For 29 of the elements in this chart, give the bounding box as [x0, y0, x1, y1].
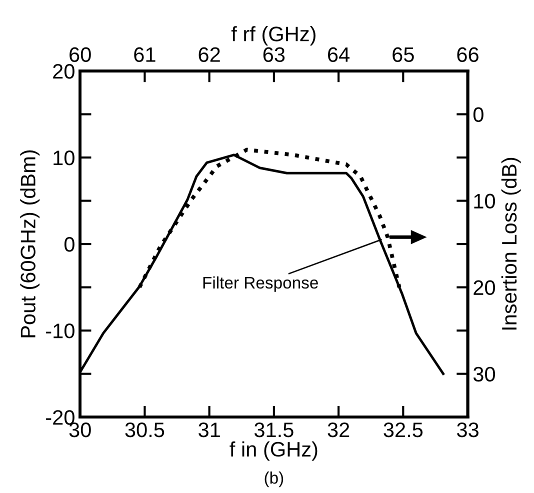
- text: (b): [264, 472, 284, 488]
- y2-tick-label: 10: [474, 194, 496, 209]
- y2-tick-label: 30: [473, 366, 496, 382]
- y-tick-label: 0: [64, 237, 74, 252]
- y2-tick-label: 20: [474, 280, 496, 296]
- x-tick-label: 32: [328, 422, 350, 438]
- y-tick-label: -20: [46, 410, 74, 425]
- x2-tick-label: 61: [134, 47, 156, 62]
- x2-tick-label: 60: [70, 47, 91, 62]
- x2-tick-label: 63: [263, 47, 285, 62]
- y-tick-label: 20: [53, 64, 74, 79]
- y-axis-title: Pout (60GHz) (dBm): [20, 150, 40, 338]
- x-tick-label: 30.5: [125, 422, 164, 438]
- x-tick-label: 31: [198, 422, 220, 438]
- y2-axis-title: Insertion Loss (dB): [501, 158, 521, 330]
- x-tick-label: 30: [69, 422, 91, 438]
- annotation: Filter Response: [203, 276, 318, 292]
- y-tick-label: -10: [46, 324, 74, 338]
- x-axis-title: f in (GHz): [230, 441, 318, 461]
- y2-tick-label: 0: [473, 107, 484, 122]
- x2-axis-title: f rf (GHz): [231, 26, 316, 46]
- x2-tick-label: 64: [328, 47, 350, 62]
- x-tick-label: 33: [456, 422, 478, 438]
- x2-tick-label: 66: [457, 47, 478, 62]
- x2-tick-label: 62: [198, 47, 220, 62]
- x-tick-label: 31.5: [254, 422, 294, 438]
- y-tick-label: 10: [54, 150, 74, 166]
- x2-tick-label: 65: [392, 47, 414, 62]
- x-tick-label: 32.5: [384, 422, 423, 438]
